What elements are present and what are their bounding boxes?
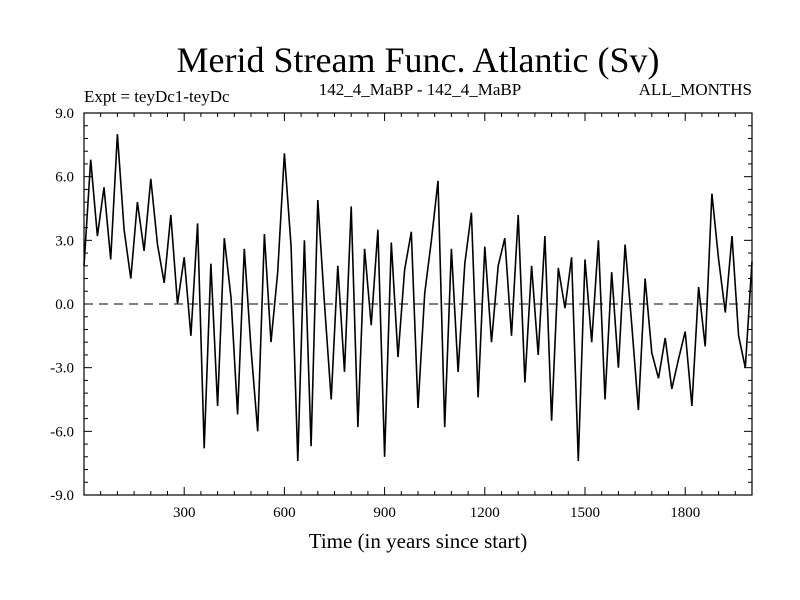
x-tick-label: 900	[373, 505, 396, 521]
y-tick-label: -9.0	[50, 488, 74, 504]
y-tick-label: -3.0	[50, 361, 74, 377]
y-tick-label: 6.0	[55, 170, 74, 186]
x-tick-label: 300	[173, 505, 196, 521]
months-label: ALL_MONTHS	[639, 80, 752, 99]
series-line-0	[83, 134, 753, 462]
x-tick-label: 1500	[570, 505, 600, 521]
period-label: 142_4_MaBP - 142_4_MaBP	[319, 80, 521, 99]
y-tick-label: 3.0	[55, 233, 74, 249]
x-tick-label: 600	[273, 505, 296, 521]
y-tick-label: 9.0	[55, 106, 74, 122]
y-tick-label: -6.0	[50, 424, 74, 440]
x-tick-label: 1800	[670, 505, 700, 521]
experiment-label: Expt = teyDc1-teyDc	[84, 87, 230, 106]
chart-title: Merid Stream Func. Atlantic (Sv)	[177, 40, 660, 80]
x-tick-label: 1200	[470, 505, 500, 521]
y-tick-label: 0.0	[55, 297, 74, 313]
x-axis-label: Time (in years since start)	[309, 529, 528, 553]
plot-frame	[83, 112, 753, 496]
